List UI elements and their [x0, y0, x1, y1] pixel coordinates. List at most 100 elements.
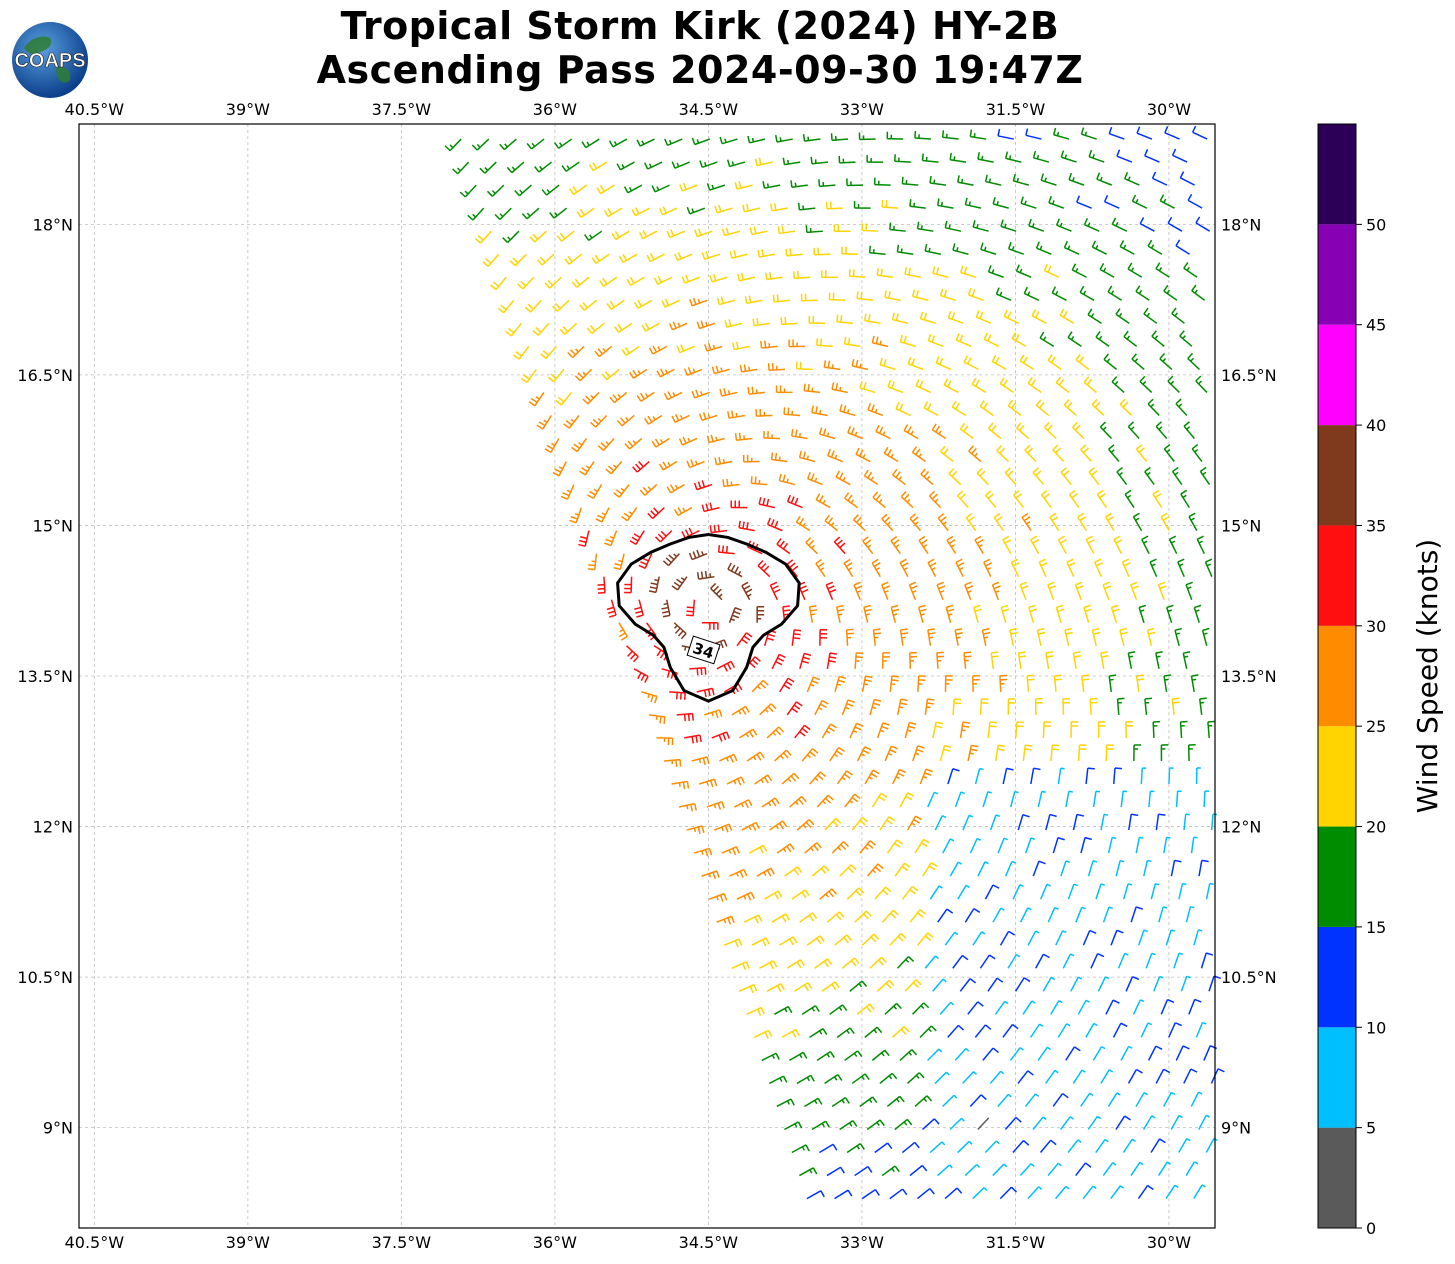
wind-barb — [1127, 262, 1143, 278]
wind-barb — [983, 558, 993, 578]
wind-barb — [805, 537, 819, 555]
wind-barb — [955, 558, 965, 578]
wind-barb — [994, 744, 1006, 762]
wind-barb — [711, 731, 730, 742]
wind-barb — [816, 794, 834, 808]
wind-barb — [1155, 262, 1170, 278]
wind-barb — [959, 265, 977, 278]
wind-barb — [1195, 216, 1211, 232]
wind-barb — [1099, 421, 1113, 440]
wind-barb — [798, 450, 816, 463]
wind-barb — [847, 425, 864, 440]
wind-barb — [841, 699, 855, 716]
wind-barb — [701, 622, 719, 630]
wind-barb — [1045, 651, 1054, 669]
wind-barb — [1071, 421, 1085, 440]
wind-barb — [808, 605, 818, 623]
wind-barb — [987, 422, 1002, 440]
wind-barb — [689, 666, 707, 676]
wind-barb — [691, 756, 710, 765]
wind-barb — [981, 627, 991, 646]
wind-barb — [638, 230, 658, 240]
wind-barb — [631, 207, 650, 217]
wind-barb — [763, 430, 780, 440]
wind-barb — [1116, 149, 1133, 163]
wind-barb — [845, 628, 854, 646]
wind-barb — [1124, 172, 1140, 186]
wind-barb — [673, 252, 693, 262]
wind-barb — [976, 467, 989, 486]
wind-barb — [920, 468, 934, 486]
wind-barb — [876, 722, 890, 739]
wind-barb — [1067, 331, 1082, 347]
wind-barb — [1116, 466, 1128, 486]
wind-barb — [671, 780, 690, 790]
wind-barb — [862, 536, 874, 555]
wind-barb — [621, 507, 638, 522]
wind-barb — [1108, 126, 1125, 140]
wind-barb — [699, 412, 718, 422]
wind-barb — [899, 792, 915, 808]
wind-barb — [1120, 790, 1128, 808]
wind-barb — [927, 791, 939, 808]
wind-barb — [737, 272, 756, 282]
wind-barb — [1195, 375, 1208, 393]
wind-barb — [1119, 240, 1135, 255]
wind-barb — [1039, 331, 1055, 347]
wind-barb — [474, 230, 492, 244]
wind-barb — [849, 722, 864, 739]
wind-barb — [908, 581, 918, 601]
wind-barb — [706, 434, 725, 444]
wind-barb — [1191, 284, 1206, 301]
wind-barb — [716, 660, 736, 672]
wind-barb — [890, 535, 901, 555]
wind-barb — [1085, 535, 1095, 555]
wind-barb — [927, 558, 937, 578]
wind-barb — [727, 410, 745, 419]
wind-barb — [459, 184, 477, 198]
wind-barb — [795, 515, 811, 532]
wind-barb — [1144, 697, 1152, 715]
wind-barb — [914, 130, 931, 140]
wind-barb — [1149, 558, 1158, 577]
wind-barb — [1088, 149, 1105, 163]
wind-barb — [895, 402, 911, 417]
wind-barb — [616, 161, 635, 171]
wind-barb — [534, 161, 553, 173]
wind-barb — [629, 368, 648, 379]
wind-barb — [807, 471, 823, 486]
wind-barb — [567, 345, 585, 359]
wind-barb — [1072, 651, 1082, 669]
wind-barb — [1132, 512, 1143, 532]
wind-barb — [829, 746, 845, 762]
wind-barb — [918, 535, 929, 555]
wind-barb — [1038, 558, 1048, 578]
wind-barb — [1152, 489, 1163, 508]
wind-barb — [656, 737, 674, 746]
wind-barb — [1146, 627, 1156, 646]
colorbar-tick-label: 40 — [1366, 416, 1386, 435]
wind-barb — [1085, 767, 1095, 785]
wind-barb — [951, 400, 967, 417]
wind-barb — [819, 427, 836, 440]
wind-barb — [689, 297, 708, 307]
wind-barb — [843, 558, 854, 578]
wind-barb — [1000, 219, 1017, 232]
wind-barb — [761, 797, 780, 808]
wind-barb — [726, 776, 745, 786]
wind-barb — [1040, 489, 1052, 509]
wind-barb — [556, 230, 575, 242]
wind-barb — [732, 341, 750, 351]
wind-barb — [901, 176, 919, 186]
wind-barb — [636, 391, 655, 402]
wind-barb — [578, 461, 595, 476]
wind-barb — [856, 291, 874, 302]
wind-barb — [1052, 444, 1065, 463]
colorbar-tick-label: 25 — [1366, 717, 1386, 736]
wind-barb — [791, 428, 808, 440]
wind-barb — [809, 771, 827, 785]
wind-barb — [917, 604, 927, 623]
colorbar-bin — [1318, 926, 1356, 1028]
wind-barb — [1174, 627, 1182, 646]
wind-barb — [1043, 421, 1057, 440]
